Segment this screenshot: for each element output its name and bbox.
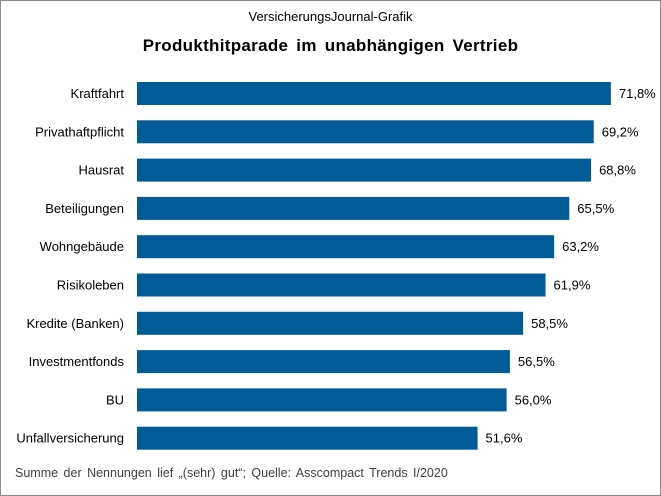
value-label: 58,5% [531, 316, 568, 331]
category-label: Risikoleben [57, 278, 124, 293]
bar-beteiligungen [137, 196, 570, 220]
bar-kredite-banken [137, 311, 524, 335]
bar-bu [137, 388, 507, 412]
bar-wohngeb-ude [137, 235, 555, 259]
category-label: Kraftfahrt [71, 86, 125, 101]
bar-risikoleben [137, 273, 546, 297]
category-label: Unfallversicherung [16, 431, 124, 446]
category-label: Wohngebäude [40, 239, 124, 254]
bar-hausrat [137, 158, 592, 182]
value-label: 68,8% [599, 163, 636, 178]
chart-supertitle: VersicherungsJournal-Grafik [248, 9, 413, 24]
category-label: Kredite (Banken) [26, 316, 124, 331]
value-label: 63,2% [562, 239, 599, 254]
value-label: 51,6% [486, 431, 523, 446]
category-label: Beteiligungen [45, 201, 124, 216]
value-label: 71,8% [619, 86, 656, 101]
category-label: Hausrat [78, 163, 124, 178]
value-label: 56,0% [515, 392, 552, 407]
chart-footnote: Summe der Nennungen lief „(sehr) gut“; Q… [15, 466, 448, 480]
value-label: 69,2% [602, 124, 639, 139]
bar-investmentfonds [137, 350, 510, 374]
bar-unfallversicherung [137, 426, 478, 450]
value-label: 61,9% [554, 278, 591, 293]
category-label: BU [106, 392, 124, 407]
bar-kraftfahrt [137, 82, 611, 105]
chart-title: Produkthitparade im unabhängigen Vertrie… [142, 36, 519, 55]
bar-privathaftpflicht [137, 120, 594, 144]
category-label: Privathaftpflicht [35, 124, 124, 139]
value-label: 65,5% [577, 201, 614, 216]
category-label: Investmentfonds [29, 354, 125, 369]
value-label: 56,5% [518, 354, 555, 369]
